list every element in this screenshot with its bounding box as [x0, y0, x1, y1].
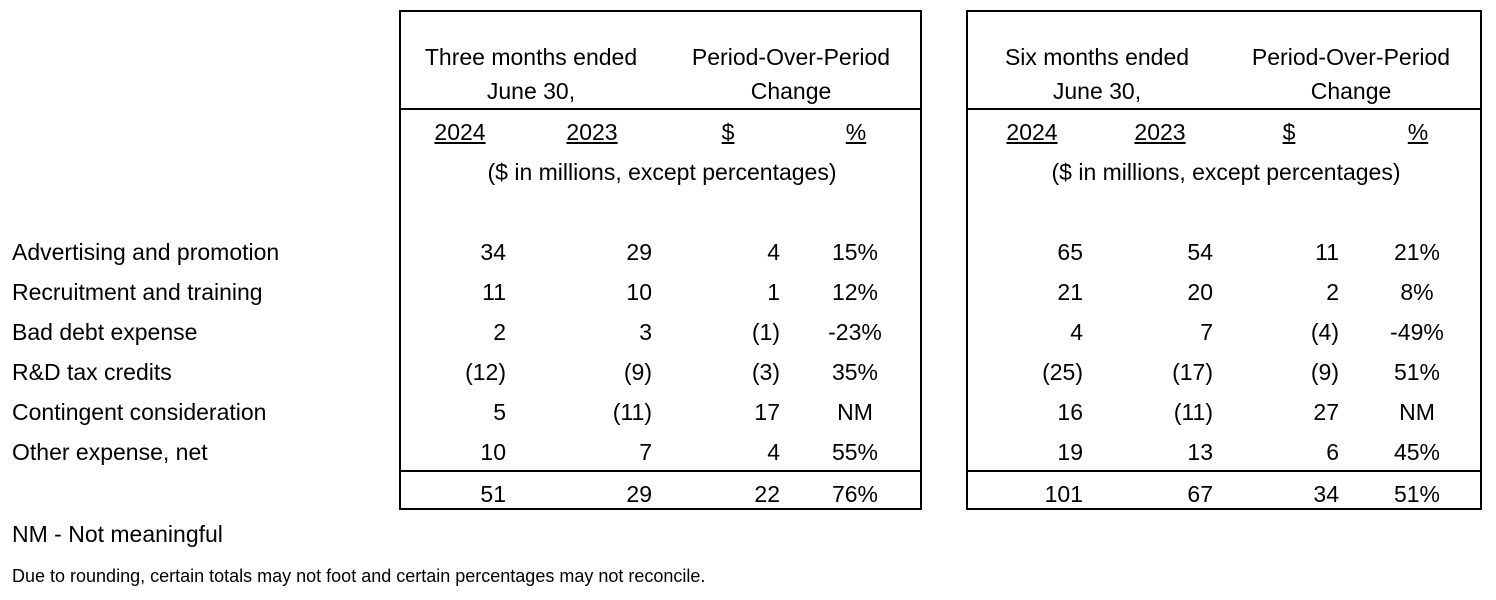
- q-pct-change-cell: 55%: [831, 439, 879, 465]
- six-months-header-divider: [966, 108, 1482, 110]
- h-pct-change-cell: 51%: [1393, 359, 1441, 385]
- q-2024-cell: 11: [482, 279, 506, 305]
- three-months-header: Three months ended June 30,: [402, 40, 660, 108]
- row-label: Other expense, net: [12, 439, 208, 465]
- h-total-2024-cell: 101: [1044, 481, 1083, 507]
- q-total-pct-change-cell: 76%: [831, 481, 879, 507]
- h-2024-cell: 19: [1057, 439, 1083, 465]
- h-pct-change-cell: 8%: [1400, 279, 1434, 305]
- q-total-dollar-change-cell: 22: [754, 481, 780, 507]
- six-months-total-divider: [966, 470, 1482, 472]
- q-2024-cell: 2: [493, 319, 506, 345]
- h-dollar-change-cell: 27: [1313, 399, 1339, 425]
- q-col-pct: %: [845, 119, 867, 145]
- q-col-dollar: $: [721, 119, 735, 145]
- h-units-note: ($ in millions, except percentages): [1051, 159, 1401, 185]
- change-header-line1: Period-Over-Period: [691, 44, 891, 70]
- q-dollar-change-cell: (1): [751, 319, 780, 345]
- q-2023-cell: (9): [623, 359, 652, 385]
- h-2023-cell: 7: [1200, 319, 1213, 345]
- q-2023-cell: 29: [626, 239, 652, 265]
- h-pct-change-cell: NM: [1399, 399, 1435, 425]
- h-dollar-change-cell: 6: [1326, 439, 1339, 465]
- h-total-2023-cell: 67: [1187, 481, 1213, 507]
- q-dollar-change-cell: 4: [767, 439, 780, 465]
- q-2024-cell: (12): [465, 359, 506, 385]
- q-2023-cell: 3: [639, 319, 652, 345]
- q-pct-change-cell: 12%: [831, 279, 879, 305]
- h-pct-change-cell: 21%: [1393, 239, 1441, 265]
- six-months-header-line1: Six months ended: [1004, 44, 1190, 70]
- h-dollar-change-cell: (9): [1310, 359, 1339, 385]
- q-2023-cell: (11): [612, 399, 652, 425]
- h-2023-cell: (17): [1172, 359, 1213, 385]
- h-pct-change-cell: -49%: [1390, 319, 1444, 345]
- three-months-header-divider: [399, 108, 922, 110]
- row-label: Recruitment and training: [12, 279, 263, 305]
- row-label: Bad debt expense: [12, 319, 198, 345]
- h-dollar-change-cell: 11: [1315, 239, 1339, 265]
- q-dollar-change-cell: 1: [767, 279, 780, 305]
- q-pct-change-cell: 15%: [831, 239, 879, 265]
- three-months-header-line2: June 30,: [486, 78, 576, 104]
- q-units-note: ($ in millions, except percentages): [487, 159, 837, 185]
- q-pct-change-cell: -23%: [828, 319, 882, 345]
- row-label: Contingent consideration: [12, 399, 267, 425]
- q-2024-cell: 34: [480, 239, 506, 265]
- h-2024-cell: (25): [1042, 359, 1083, 385]
- h-dollar-change-cell: (4): [1310, 319, 1339, 345]
- six-months-panel: [966, 10, 1482, 510]
- h-col-dollar: $: [1282, 119, 1296, 145]
- q-dollar-change-cell: 4: [767, 239, 780, 265]
- six-months-header-line2: June 30,: [1052, 78, 1142, 104]
- change-header-line2: Change: [1310, 78, 1392, 104]
- q-2024-cell: 5: [493, 399, 506, 425]
- row-label: R&D tax credits: [12, 359, 172, 385]
- q-2024-cell: 10: [480, 439, 506, 465]
- h-2024-cell: 16: [1057, 399, 1083, 425]
- h-2024-cell: 65: [1057, 239, 1083, 265]
- q-total-2024-cell: 51: [480, 481, 506, 507]
- h-dollar-change-cell: 2: [1326, 279, 1339, 305]
- q-total-2023-cell: 29: [626, 481, 652, 507]
- six-months-header: Six months ended June 30,: [968, 40, 1226, 108]
- h-2023-cell: 54: [1187, 239, 1213, 265]
- h-2024-cell: 4: [1070, 319, 1083, 345]
- change-header-line2: Change: [750, 78, 832, 104]
- h-2023-cell: (11): [1173, 399, 1213, 425]
- three-months-total-divider: [399, 470, 922, 472]
- h-col-2024: 2024: [1006, 119, 1058, 145]
- q-dollar-change-cell: (3): [751, 359, 780, 385]
- q-pct-change-cell: 35%: [831, 359, 879, 385]
- row-label: Advertising and promotion: [12, 239, 280, 265]
- nm-footnote: NM - Not meaningful: [12, 521, 223, 547]
- q-2023-cell: 10: [626, 279, 652, 305]
- h-total-pct-change-cell: 51%: [1393, 481, 1441, 507]
- six-months-change-header: Period-Over-Period Change: [1224, 40, 1478, 108]
- h-2024-cell: 21: [1057, 279, 1083, 305]
- q-pct-change-cell: NM: [837, 399, 873, 425]
- h-col-2023: 2023: [1134, 119, 1186, 145]
- h-2023-cell: 13: [1187, 439, 1213, 465]
- q-dollar-change-cell: 17: [754, 399, 780, 425]
- q-2023-cell: 7: [639, 439, 652, 465]
- h-col-pct: %: [1407, 119, 1429, 145]
- three-months-change-header: Period-Over-Period Change: [664, 40, 918, 108]
- rounding-footnote: Due to rounding, certain totals may not …: [12, 566, 706, 586]
- h-2023-cell: 20: [1187, 279, 1213, 305]
- three-months-panel: [399, 10, 922, 510]
- q-col-2023: 2023: [566, 119, 618, 145]
- change-header-line1: Period-Over-Period: [1251, 44, 1451, 70]
- three-months-header-line1: Three months ended: [424, 44, 638, 70]
- h-pct-change-cell: 45%: [1393, 439, 1441, 465]
- q-col-2024: 2024: [434, 119, 486, 145]
- h-total-dollar-change-cell: 34: [1313, 481, 1339, 507]
